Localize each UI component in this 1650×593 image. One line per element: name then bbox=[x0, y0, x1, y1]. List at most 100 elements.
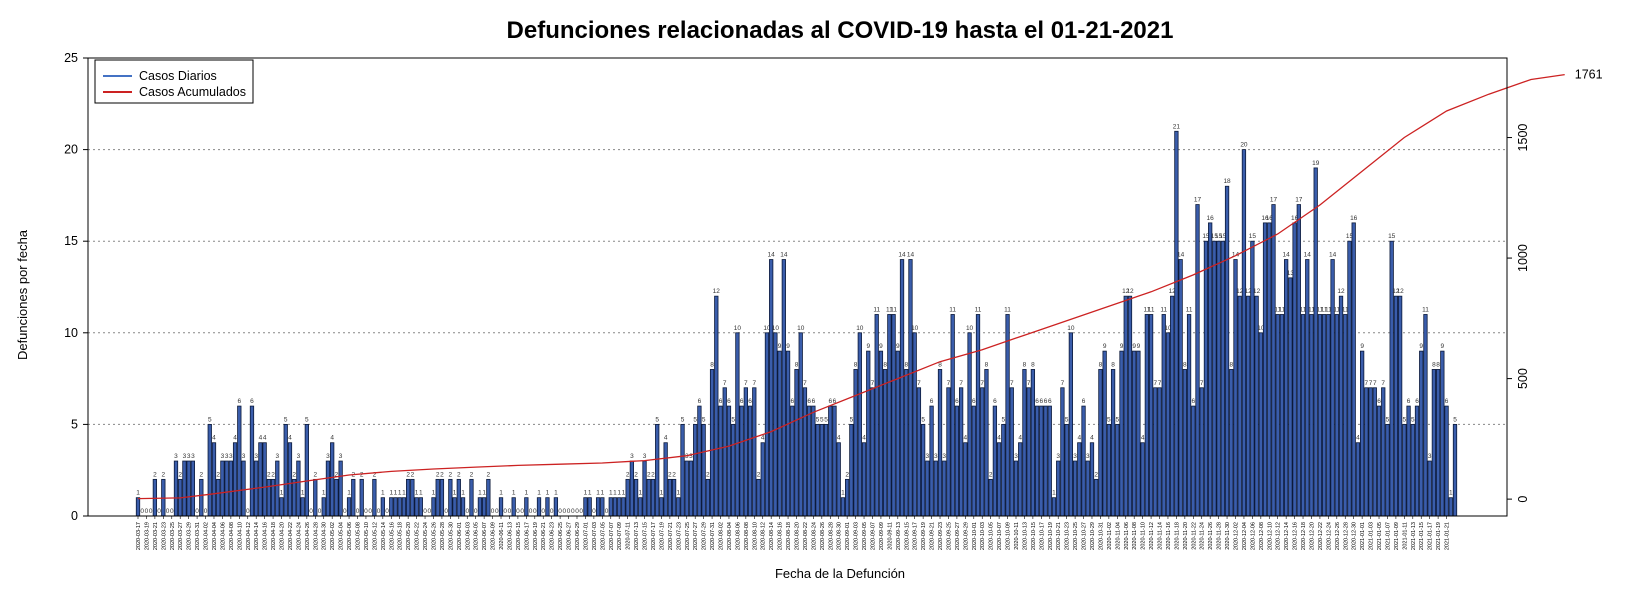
bar bbox=[1056, 460, 1061, 517]
x-tick-label: 2020-12-24 bbox=[1326, 522, 1332, 550]
x-tick-label: 2020-04-28 bbox=[313, 522, 319, 550]
x-tick-label: 2020-12-14 bbox=[1284, 522, 1290, 550]
bar bbox=[663, 442, 668, 517]
bar bbox=[1410, 423, 1415, 517]
bar-value-label: 10 bbox=[734, 325, 742, 332]
x-tick-label: 2020-09-15 bbox=[904, 522, 910, 550]
bar-value-label: 6 bbox=[812, 398, 816, 405]
bar-value-label: 8 bbox=[1111, 361, 1115, 368]
bar bbox=[832, 405, 837, 517]
bar bbox=[262, 442, 267, 517]
bar-value-label: 3 bbox=[1014, 453, 1018, 460]
x-tick-label: 2020-08-14 bbox=[769, 522, 775, 550]
bar-value-label: 5 bbox=[702, 416, 706, 423]
x-tick-label: 2020-06-19 bbox=[533, 522, 539, 550]
bar-value-label: 2 bbox=[449, 471, 453, 478]
bar bbox=[760, 442, 765, 517]
bar-value-label: 2 bbox=[153, 471, 157, 478]
x-tick-label: 2020-03-25 bbox=[170, 522, 176, 550]
bar-value-label: 6 bbox=[237, 398, 241, 405]
bar-value-label: 4 bbox=[837, 435, 841, 442]
bar bbox=[431, 497, 436, 517]
bar-value-label: 1 bbox=[613, 490, 617, 497]
bar-value-label: 0 bbox=[491, 508, 495, 515]
bar bbox=[1224, 185, 1230, 517]
x-tick-label: 2020-09-27 bbox=[955, 522, 961, 550]
bar bbox=[182, 460, 187, 517]
bar bbox=[963, 442, 968, 517]
x-tick-label: 2021-01-07 bbox=[1385, 522, 1391, 550]
bar-value-label: 0 bbox=[558, 508, 562, 515]
bar-value-label: 3 bbox=[1428, 453, 1432, 460]
bar bbox=[359, 478, 364, 517]
bar-value-label: 2 bbox=[651, 471, 655, 478]
bar bbox=[1098, 369, 1103, 517]
bar bbox=[984, 369, 989, 517]
bar bbox=[1406, 405, 1411, 517]
bar-value-label: 8 bbox=[883, 361, 887, 368]
bar bbox=[232, 442, 238, 517]
bar bbox=[1334, 314, 1339, 517]
bar bbox=[1068, 332, 1074, 517]
bar bbox=[1001, 423, 1006, 517]
bar-value-label: 0 bbox=[170, 508, 174, 515]
x-tick-label: 2020-04-18 bbox=[271, 522, 277, 550]
x-tick-label: 2020-08-20 bbox=[795, 522, 801, 550]
x-tick-label: 2021-01-11 bbox=[1402, 522, 1408, 550]
bar bbox=[752, 387, 757, 517]
bar-value-label: 0 bbox=[368, 508, 372, 515]
x-tick-label: 2020-09-03 bbox=[854, 522, 860, 550]
bar bbox=[296, 460, 301, 517]
bar bbox=[1051, 497, 1057, 517]
bar-value-label: 7 bbox=[1200, 380, 1204, 387]
x-tick-label: 2020-12-12 bbox=[1276, 522, 1282, 550]
bar bbox=[857, 332, 862, 517]
bar bbox=[1292, 222, 1297, 517]
x-tick-label: 2020-08-30 bbox=[837, 522, 843, 550]
bar-value-label: 11 bbox=[1143, 306, 1150, 313]
x-tick-label: 2020-07-03 bbox=[592, 522, 598, 550]
x-tick-label: 2020-07-19 bbox=[659, 522, 665, 550]
bar bbox=[186, 460, 191, 517]
x-axis-label: Fecha de la Defunción bbox=[775, 566, 905, 581]
bar-value-label: 0 bbox=[563, 508, 567, 515]
x-tick-label: 2020-06-21 bbox=[541, 522, 547, 550]
bar-value-label: 1 bbox=[1449, 490, 1453, 497]
bar-value-label: 15 bbox=[1211, 233, 1219, 240]
bar bbox=[1448, 497, 1453, 517]
bar bbox=[705, 478, 710, 517]
bar-value-label: 2 bbox=[267, 471, 271, 478]
bar bbox=[435, 478, 440, 517]
bar bbox=[207, 423, 212, 517]
x-tick-label: 2020-10-15 bbox=[1031, 522, 1037, 550]
bar-value-label: 7 bbox=[871, 380, 875, 387]
bar bbox=[1402, 423, 1407, 517]
bar-value-label: 4 bbox=[212, 435, 216, 442]
bar bbox=[883, 369, 888, 517]
bar-value-label: 6 bbox=[727, 398, 731, 405]
bar bbox=[942, 460, 947, 517]
bar-value-label: 16 bbox=[1261, 215, 1269, 222]
bar bbox=[1182, 369, 1187, 517]
bar-value-label: 4 bbox=[997, 435, 1001, 442]
bar-value-label: 11 bbox=[949, 306, 956, 313]
bar bbox=[870, 387, 875, 517]
bar-value-label: 17 bbox=[1270, 197, 1278, 204]
bar-value-label: 14 bbox=[1283, 252, 1291, 259]
bar-value-label: 9 bbox=[1360, 343, 1364, 350]
x-tick-label: 2021-01-17 bbox=[1428, 522, 1434, 550]
x-tick-label: 2020-03-23 bbox=[161, 522, 167, 550]
bar bbox=[1296, 204, 1301, 517]
bar bbox=[975, 314, 981, 517]
bar-value-label: 7 bbox=[1061, 380, 1065, 387]
bar-value-label: 10 bbox=[797, 325, 805, 332]
bar bbox=[659, 497, 664, 517]
bar bbox=[258, 442, 263, 517]
bar-value-label: 2 bbox=[178, 471, 182, 478]
x-tick-label: 2020-03-21 bbox=[153, 522, 159, 550]
bar bbox=[1233, 259, 1238, 517]
bar-value-label: 3 bbox=[225, 453, 229, 460]
bar-value-label: 1 bbox=[660, 490, 664, 497]
bar-value-label: 8 bbox=[710, 361, 714, 368]
